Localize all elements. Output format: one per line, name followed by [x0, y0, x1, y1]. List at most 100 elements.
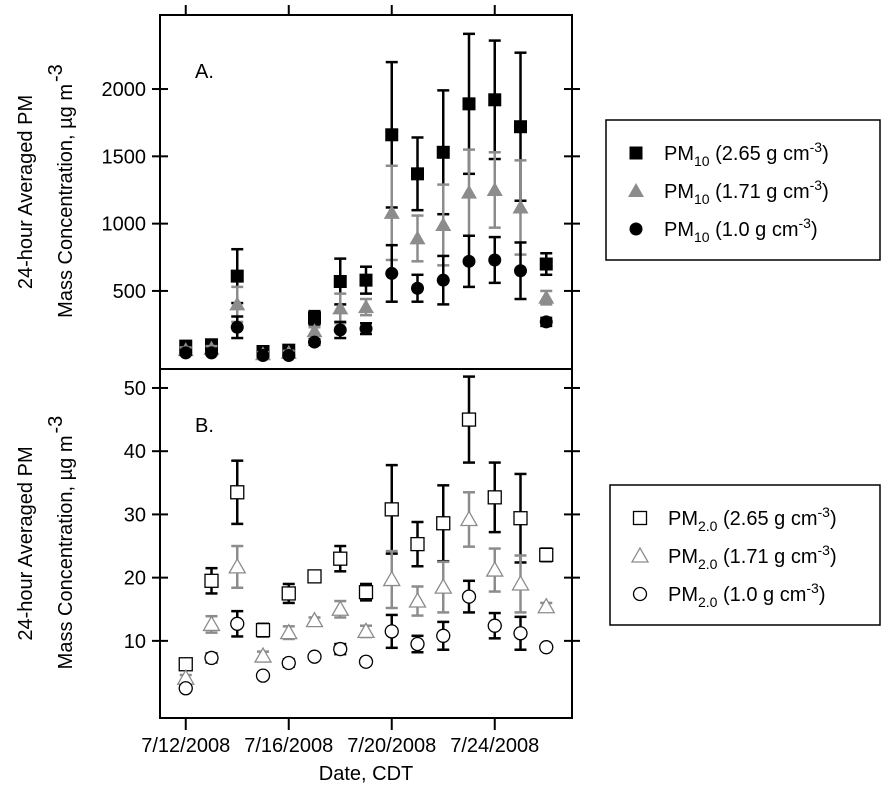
- marker-circle: [205, 346, 218, 360]
- marker-triangle: [511, 574, 530, 591]
- marker-square: [436, 516, 451, 531]
- marker-circle: [461, 589, 477, 604]
- marker-square: [539, 547, 554, 563]
- x-tick-label: 7/20/2008: [347, 735, 436, 757]
- marker-square: [204, 573, 219, 588]
- y-label-line: 24-hour Averaged PM: [15, 446, 37, 640]
- marker-square: [436, 145, 450, 159]
- marker-triangle: [461, 184, 477, 199]
- y-tick-label: 10: [124, 631, 146, 653]
- y-label-line: 24-hour Averaged PM: [15, 95, 37, 289]
- marker-circle: [385, 266, 399, 280]
- marker-square: [384, 502, 399, 517]
- y-tick-label: 50: [124, 378, 146, 400]
- y-axis-label: 24-hour Averaged PM Mass Concentration, µ…: [15, 416, 77, 670]
- marker-triangle: [486, 181, 503, 196]
- y-label-exponent: -3: [45, 416, 67, 434]
- marker-triangle: [408, 591, 427, 608]
- marker-triangle: [485, 560, 504, 577]
- marker-square: [461, 412, 477, 427]
- marker-square: [333, 275, 347, 289]
- marker-circle: [359, 322, 373, 336]
- plot-frame: [159, 368, 573, 719]
- marker-triangle: [279, 623, 298, 640]
- marker-circle: [629, 222, 643, 236]
- marker-square: [514, 120, 527, 134]
- marker-triangle: [358, 299, 374, 314]
- marker-circle: [308, 335, 321, 349]
- marker-triangle: [331, 599, 350, 616]
- marker-square: [230, 485, 245, 500]
- marker-circle: [281, 655, 296, 671]
- marker-circle: [513, 626, 528, 641]
- y-tick-label: 20: [124, 568, 146, 590]
- marker-triangle: [630, 546, 650, 563]
- panel-label: A.: [195, 61, 214, 83]
- marker-circle: [632, 586, 648, 602]
- marker-triangle: [434, 577, 453, 594]
- y-tick-label: 2000: [102, 79, 147, 101]
- y-tick-label: 1000: [102, 214, 147, 236]
- marker-square: [539, 257, 553, 271]
- marker-square: [333, 551, 348, 566]
- marker-circle: [230, 320, 244, 334]
- marker-square: [410, 536, 425, 552]
- marker-triangle: [538, 289, 555, 304]
- marker-circle: [411, 281, 424, 295]
- marker-circle: [178, 681, 193, 696]
- y-label-exponent: -3: [45, 64, 67, 82]
- marker-square: [230, 269, 244, 283]
- marker-circle: [230, 616, 245, 631]
- y-tick-label: 30: [124, 504, 146, 526]
- marker-circle: [462, 254, 476, 268]
- marker-triangle: [229, 296, 246, 311]
- legend-label: PM10 (2.65 g cm-3): [664, 139, 829, 169]
- marker-square: [513, 511, 528, 526]
- marker-square: [462, 97, 476, 111]
- legend-label: PM2.0 (1.0 g cm-3): [668, 580, 826, 610]
- marker-triangle: [537, 597, 556, 614]
- marker-square: [487, 490, 502, 505]
- marker-triangle: [382, 570, 401, 587]
- marker-circle: [410, 636, 425, 652]
- panel-label: B.: [195, 415, 214, 437]
- marker-circle: [539, 315, 553, 329]
- marker-circle: [487, 618, 502, 633]
- marker-square: [411, 167, 424, 181]
- marker-circle: [436, 628, 451, 643]
- marker-triangle: [305, 611, 324, 628]
- marker-circle: [307, 649, 322, 664]
- marker-triangle: [383, 204, 400, 219]
- legend-label: PM10 (1.0 g cm-3): [664, 215, 818, 245]
- legend-label: PM10 (1.71 g cm-3): [664, 177, 829, 207]
- marker-square: [255, 622, 271, 638]
- marker-triangle: [628, 183, 644, 197]
- marker-triangle: [435, 216, 452, 231]
- marker-circle: [282, 349, 296, 363]
- marker-triangle: [202, 615, 221, 632]
- marker-square: [281, 586, 296, 601]
- marker-circle: [358, 654, 374, 669]
- marker-circle: [384, 624, 399, 639]
- x-tick-label: 7/12/2008: [141, 735, 230, 757]
- marker-circle: [514, 264, 527, 278]
- marker-triangle: [332, 300, 349, 315]
- marker-triangle: [228, 557, 247, 574]
- marker-square: [307, 569, 322, 584]
- marker-triangle: [356, 622, 376, 639]
- y-label-line: Mass Concentration, µg m: [55, 435, 77, 669]
- x-axis-label: Date, CDT: [319, 763, 413, 785]
- x-tick-label: 7/24/2008: [450, 735, 539, 757]
- marker-circle: [333, 323, 347, 337]
- y-label-line: Mass Concentration, µg m: [55, 84, 77, 318]
- marker-circle: [488, 253, 502, 267]
- legend-box: [605, 119, 881, 261]
- marker-triangle: [306, 323, 323, 338]
- legend-label: PM2.0 (2.65 g cm-3): [668, 504, 837, 534]
- marker-triangle: [512, 199, 529, 214]
- marker-square: [359, 273, 373, 287]
- marker-square: [178, 657, 193, 672]
- legend-box: [609, 484, 881, 626]
- y-axis-label: 24-hour Averaged PM Mass Concentration, µ…: [15, 64, 77, 318]
